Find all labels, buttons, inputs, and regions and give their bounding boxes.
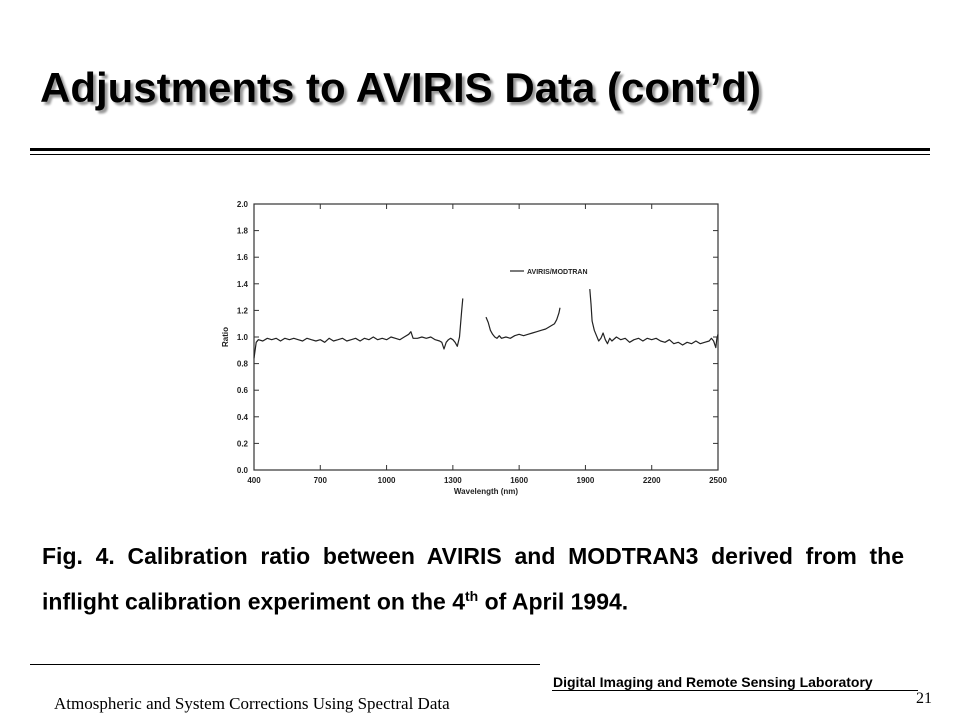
y-tick-label: 1.6 — [237, 253, 249, 262]
x-tick-label: 1000 — [378, 476, 396, 485]
calibration-ratio-chart: 0.0 0.2 0.4 0.6 0.8 1.0 1.2 1.4 1.6 1.8 2.0 400 700 1… — [210, 190, 750, 510]
title-rule-thick — [30, 148, 930, 151]
x-tick-label: 1300 — [444, 476, 462, 485]
caption-superscript: th — [465, 588, 479, 604]
series-line — [253, 298, 464, 359]
y-tick-label: 1.4 — [237, 280, 249, 289]
lab-name: Digital Imaging and Remote Sensing Labor… — [553, 674, 873, 690]
y-tick-label: 1.2 — [237, 306, 249, 315]
caption-text-end: of April 1994. — [478, 588, 629, 615]
y-tick-label: 0.0 — [237, 466, 249, 475]
y-tick-label: 1.8 — [237, 227, 249, 236]
y-tick-label: 0.2 — [237, 439, 249, 448]
footer-rule-left — [30, 664, 540, 665]
y-axis-label: Ratio — [221, 327, 230, 347]
series-line — [589, 289, 719, 349]
y-tick-label: 0.8 — [237, 360, 249, 369]
x-tick-label: 400 — [247, 476, 261, 485]
caption-text: Fig. 4. Calibration ratio between AVIRIS… — [42, 543, 904, 615]
x-tick-label: 700 — [314, 476, 328, 485]
figure-caption: Fig. 4. Calibration ratio between AVIRIS… — [42, 536, 904, 622]
footer-title: Atmospheric and System Corrections Using… — [54, 694, 450, 713]
y-tick-label: 1.0 — [237, 333, 249, 342]
plot-frame — [253, 203, 719, 471]
slide-title: Adjustments to AVIRIS Data (cont’d) — [40, 64, 762, 111]
x-tick-label: 2500 — [709, 476, 727, 485]
page-number: 21 — [916, 690, 932, 707]
footer-rule-right — [552, 690, 918, 691]
x-tick-label: 2200 — [643, 476, 661, 485]
y-tick-label: 2.0 — [237, 200, 249, 209]
x-tick-label: 1600 — [510, 476, 528, 485]
x-axis-label: Wavelength (nm) — [454, 487, 518, 496]
series-line — [485, 307, 561, 339]
chart-svg: 0.0 0.2 0.4 0.6 0.8 1.0 1.2 1.4 1.6 1.8 2.0 400 700 1… — [221, 200, 727, 496]
legend-label: AVIRIS/MODTRAN — [527, 269, 588, 276]
y-tick-label: 0.4 — [237, 413, 249, 422]
x-tick-label: 1900 — [577, 476, 595, 485]
title-rule-thin — [30, 154, 930, 155]
y-tick-label: 0.6 — [237, 386, 249, 395]
